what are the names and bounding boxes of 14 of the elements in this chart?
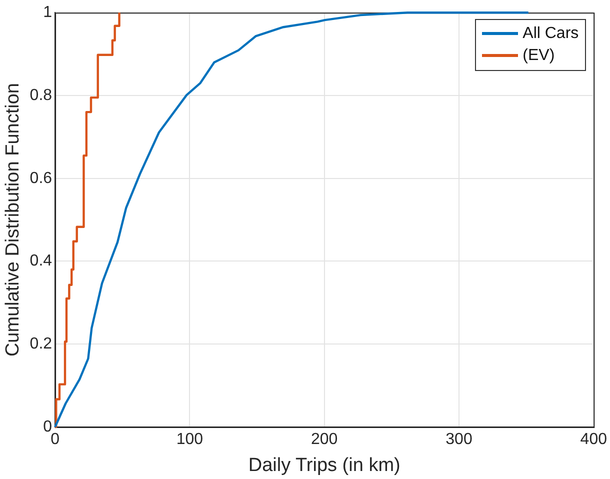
x-tick-label: 200 [310,431,338,448]
y-tick-label: 0.8 [30,86,52,104]
y-tick-label: 1 [43,4,52,22]
x-tick-label: 400 [580,431,608,448]
x-axis-title: Daily Trips (in km) [248,454,400,476]
x-tick-label: 100 [176,431,204,448]
x-tick-label: 300 [446,431,472,448]
y-tick-label: 0.6 [30,170,52,187]
legend-label: (EV) [522,46,555,66]
legend-label: All Cars [522,24,579,44]
y-tick-label: 0 [43,418,52,436]
y-tick-label: 0.4 [30,252,52,270]
y-tick-label: 0.2 [30,336,52,353]
y-axis-title: Cumulative Distribution Function [2,83,24,357]
